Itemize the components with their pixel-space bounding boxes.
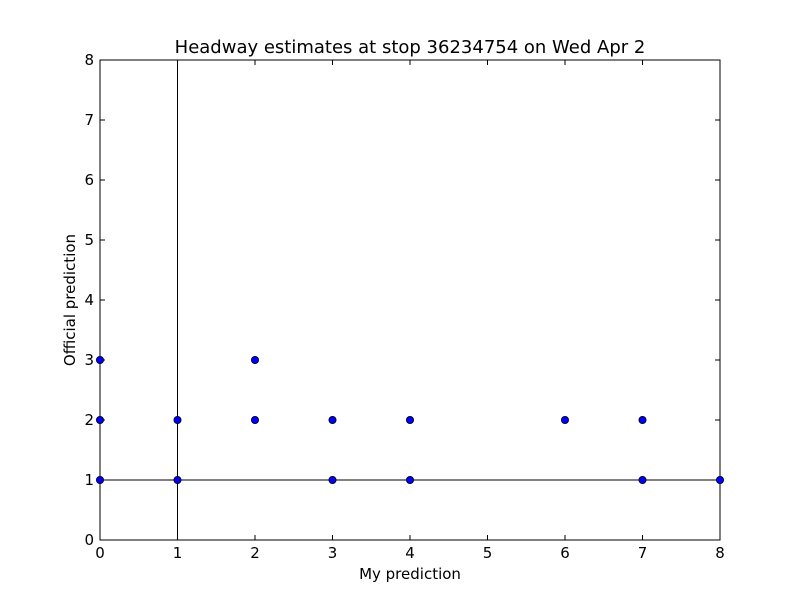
scatter-point	[96, 415, 105, 424]
scatter-point	[96, 475, 105, 484]
scatter-point	[638, 475, 647, 484]
scatter-point	[561, 415, 570, 424]
y-tick-label: 6	[84, 171, 94, 189]
y-tick-label: 3	[84, 351, 94, 369]
x-tick-label: 6	[560, 544, 570, 562]
x-tick-label: 2	[250, 544, 260, 562]
scatter-point	[328, 415, 337, 424]
scatter-point	[173, 475, 182, 484]
y-tick-label: 7	[84, 111, 94, 129]
x-tick-label: 0	[95, 544, 105, 562]
scatter-point	[96, 355, 105, 364]
y-axis-label: Official prediction	[61, 234, 79, 366]
plot-area: 0 1 2 3 4 5 6 7 8 0 1 2 3 4 5 6 7 8	[84, 51, 724, 562]
scatter-point	[173, 415, 182, 424]
scatter-point	[250, 415, 259, 424]
x-axis-label: My prediction	[359, 565, 461, 583]
plot-frame	[99, 59, 721, 541]
scatter-point	[250, 355, 259, 364]
x-tick-label: 3	[328, 544, 338, 562]
y-tick-label: 2	[84, 411, 94, 429]
y-tick-label: 0	[84, 531, 94, 549]
chart-title: Headway estimates at stop 36234754 on We…	[175, 37, 646, 58]
y-tick-label: 8	[84, 51, 94, 69]
scatter-point	[716, 475, 725, 484]
scatter-point	[405, 415, 414, 424]
x-tick-label: 7	[638, 544, 648, 562]
y-tick-label: 1	[84, 471, 94, 489]
y-tick-label: 4	[84, 291, 94, 309]
x-tick-label: 1	[173, 544, 183, 562]
x-tick-label: 4	[405, 544, 415, 562]
x-tick-label: 8	[715, 544, 725, 562]
y-tick-label: 5	[84, 231, 94, 249]
scatter-point	[328, 475, 337, 484]
scatter-point	[405, 475, 414, 484]
scatter-point	[638, 415, 647, 424]
x-tick-label: 5	[483, 544, 493, 562]
